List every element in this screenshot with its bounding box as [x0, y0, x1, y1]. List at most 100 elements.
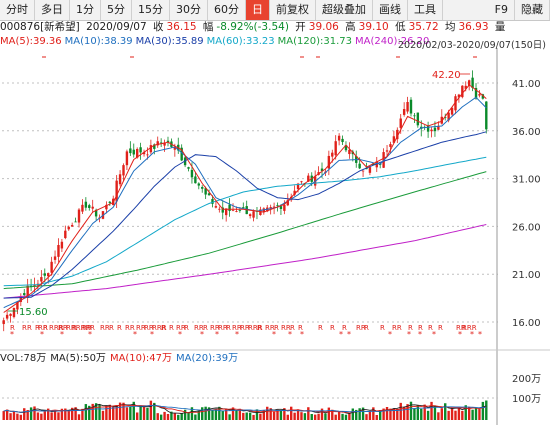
volume-bar	[474, 408, 478, 420]
toolbar-item-4[interactable]: 15分	[132, 0, 170, 20]
candle-body	[409, 99, 413, 114]
toolbar-item-3[interactable]: 5分	[101, 0, 132, 20]
candle-body	[204, 188, 207, 195]
candle-body	[153, 144, 156, 149]
candle-body	[142, 152, 146, 155]
volume-bar	[33, 406, 36, 420]
candle-body	[450, 107, 454, 115]
candle-body	[60, 241, 64, 249]
vol-tick-label: 100万	[512, 394, 541, 405]
volume-bar	[64, 408, 67, 420]
volume-bar	[122, 402, 125, 420]
event-marker: R	[274, 324, 279, 332]
candle-body	[108, 201, 112, 203]
volume-bar	[313, 414, 317, 420]
y-tick-label: 41.00	[512, 79, 541, 90]
event-marker: RR	[392, 324, 402, 332]
volume-bar	[221, 410, 224, 420]
volume-bar	[36, 412, 40, 420]
volume-bar	[197, 410, 200, 420]
ma60-line	[3, 156, 487, 287]
volume-bar	[320, 408, 324, 420]
candle-body	[474, 87, 478, 99]
event-star: *	[235, 330, 239, 339]
volume-bar	[183, 409, 187, 420]
candle-body	[464, 85, 467, 89]
event-marker: R	[330, 324, 335, 332]
toolbar-item-0[interactable]: 分时	[0, 0, 35, 20]
volume-bar	[351, 408, 355, 420]
volume-bar	[67, 411, 70, 420]
candle-body	[33, 285, 36, 287]
volume-bar	[296, 409, 300, 420]
toolbar-item-7[interactable]: 日	[246, 0, 270, 20]
candle-body	[23, 293, 26, 296]
low-label: 低	[395, 21, 406, 33]
quote-date: 2020/09/07	[86, 21, 147, 33]
toolbar-item-10[interactable]: 画线	[373, 0, 408, 20]
volume-bar	[19, 414, 23, 420]
event-marker: R	[364, 324, 369, 332]
event-marker: RR	[144, 324, 154, 332]
volume-bar	[142, 406, 146, 420]
close-value: 36.15	[166, 21, 197, 33]
toolbar-item-8[interactable]: 前复权	[270, 0, 316, 20]
candle-body	[88, 205, 91, 209]
toolbar-item-12[interactable]: F9	[489, 0, 515, 20]
volume-bar	[409, 401, 413, 420]
event-marker: R	[117, 324, 122, 332]
candle-body	[197, 183, 200, 186]
candle-body	[180, 147, 183, 161]
toolbar-item-11[interactable]: 工具	[408, 0, 443, 20]
volume-bar	[467, 406, 471, 420]
event-marker: RRR	[152, 324, 167, 332]
toolbar-item-9[interactable]: 超级叠加	[316, 0, 373, 20]
volume-bar	[166, 413, 170, 420]
toolbar-item-1[interactable]: 多日	[35, 0, 70, 20]
candle-body	[406, 101, 409, 112]
toolbar-item-5[interactable]: 30分	[170, 0, 208, 20]
volume-bar	[245, 412, 248, 420]
volume-bar	[228, 414, 231, 420]
price-chart: 16.00 21.00 26.00 31.00 36.00 41.00 42.20 15.60…	[0, 48, 550, 425]
vol-ma5-line	[3, 403, 487, 414]
candle-body	[19, 296, 23, 302]
volume-bar	[255, 409, 259, 420]
candle-body	[67, 226, 70, 230]
high-value: 39.10	[358, 21, 389, 33]
volume-bar	[101, 410, 105, 420]
event-marker: RRRRR	[66, 324, 90, 332]
avg-label: 均	[444, 21, 456, 33]
event-marker: R	[226, 324, 231, 332]
toolbar-item-2[interactable]: 1分	[70, 0, 101, 20]
y-tick-label: 31.00	[512, 175, 541, 186]
y-tick-label: 21.00	[512, 270, 541, 281]
candle-body	[201, 187, 204, 189]
volume-bar	[324, 413, 327, 420]
toolbar-item-6[interactable]: 60分	[208, 0, 246, 20]
candle-body	[194, 176, 197, 184]
candle-body	[231, 210, 235, 212]
volume-bar	[105, 405, 108, 420]
toolbar: 分时 多日 1分 5分 15分 30分 60分日前复权 超级叠加 画线 工具 F9 隐藏	[0, 0, 550, 21]
candle-body	[368, 167, 372, 173]
candle-body	[402, 109, 406, 115]
candle-body	[389, 144, 392, 147]
toolbar-item-13[interactable]: 隐藏	[515, 0, 550, 20]
volume-bar	[207, 407, 211, 420]
candle-body	[461, 85, 464, 98]
volume-bar	[444, 403, 447, 420]
candle-body	[224, 208, 228, 216]
candle-body	[478, 94, 481, 96]
volume-bar	[135, 412, 139, 420]
candle-body	[187, 167, 190, 169]
vol-legend-item-1: MA(5):50万	[50, 353, 106, 364]
ma5-line	[3, 84, 487, 313]
event-star: *	[458, 330, 462, 339]
candle-body	[2, 320, 5, 325]
volume-bar	[307, 407, 310, 420]
volume-bar	[331, 409, 334, 420]
candle-body	[105, 204, 108, 210]
avg-value: 36.93	[458, 21, 489, 33]
volume-bar	[125, 407, 129, 420]
